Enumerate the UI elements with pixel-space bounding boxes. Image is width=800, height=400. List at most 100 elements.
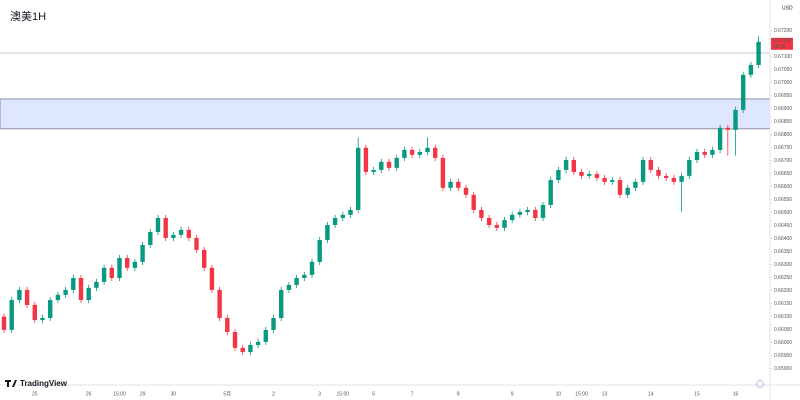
- candle-body: [17, 289, 22, 301]
- candle-body: [125, 257, 130, 268]
- candle-body: [271, 317, 276, 330]
- candle-body: [279, 289, 284, 318]
- candle-body: [286, 284, 292, 290]
- y-tick-label: 0.66750: [774, 145, 792, 151]
- candle-body: [94, 281, 99, 288]
- settings-icon[interactable]: [756, 380, 764, 388]
- candle-body: [40, 317, 45, 321]
- candle-body: [186, 229, 191, 238]
- y-tick-label: 0.66250: [774, 275, 792, 281]
- candle-body: [263, 329, 268, 342]
- y-tick-label: 0.66500: [774, 210, 792, 216]
- last-price-badge: [771, 37, 793, 50]
- candle-body: [417, 151, 422, 155]
- candle-body: [640, 160, 646, 182]
- x-tick-label: 8: [457, 391, 460, 397]
- candle-body: [240, 347, 245, 353]
- candle-body: [394, 157, 399, 168]
- candle-body: [710, 149, 715, 155]
- candle-body: [494, 224, 499, 228]
- candle-body: [402, 149, 407, 158]
- candle-body: [448, 181, 453, 188]
- candle-body: [556, 169, 561, 181]
- candle-body: [748, 64, 754, 75]
- candle-body: [325, 224, 330, 241]
- axis-layer: 0.672000.671500.671000.670500.670000.669…: [32, 28, 793, 397]
- y-tick-label: 0.66550: [774, 197, 792, 203]
- candle-body: [32, 304, 37, 321]
- candle-body: [725, 127, 730, 130]
- x-tick-label: 10: [556, 391, 562, 397]
- candle-body: [671, 177, 677, 182]
- candle-body: [694, 151, 700, 161]
- candle-body: [371, 169, 376, 172]
- candle-body: [194, 237, 199, 250]
- candle-body: [741, 74, 746, 110]
- candle-body: [163, 217, 168, 238]
- candles: [1, 36, 761, 356]
- candle-body: [317, 240, 322, 262]
- x-tick-label: 5月: [223, 391, 231, 397]
- candle-body: [617, 180, 623, 195]
- y-tick-label: 0.67050: [774, 67, 792, 73]
- candle-body: [571, 160, 576, 172]
- candle-body: [517, 211, 523, 215]
- candle-body: [302, 274, 307, 278]
- y-tick-label: 0.66350: [774, 249, 792, 255]
- candle-body: [332, 217, 338, 225]
- chart-title: 澳美1H: [10, 10, 46, 23]
- candle-body: [248, 344, 253, 353]
- candle-body: [209, 267, 215, 290]
- candle-body: [471, 194, 476, 210]
- x-tick-label: 14: [648, 391, 654, 397]
- x-tick-label: 25: [32, 391, 38, 397]
- x-tick-label: 3: [318, 391, 321, 397]
- countdown-label: 00:26: [773, 44, 786, 50]
- candle-body: [132, 261, 138, 268]
- y-tick-label: 0.67000: [774, 80, 792, 86]
- candle-body: [756, 41, 761, 65]
- y-tick-label: 0.67100: [774, 54, 792, 60]
- candle-body: [610, 180, 615, 182]
- candle-body: [602, 177, 607, 182]
- candle-body: [55, 294, 61, 301]
- x-tick-label: 13: [602, 391, 608, 397]
- candle-body: [456, 181, 461, 188]
- x-tick-label: 29: [140, 391, 146, 397]
- candle-body: [510, 214, 515, 221]
- x-tick-label: 15:00: [337, 391, 350, 397]
- x-tick-label: 2: [272, 391, 275, 397]
- candle-body: [24, 289, 30, 305]
- candle-body: [63, 289, 68, 295]
- candle-body: [171, 234, 176, 238]
- y-tick-label: 0.65900: [774, 366, 792, 372]
- candle-body: [664, 175, 669, 178]
- candle-body: [563, 160, 569, 170]
- candle-body: [594, 174, 600, 178]
- candle-body: [309, 261, 315, 275]
- candle-body: [225, 317, 230, 333]
- currency-label: USD: [782, 5, 793, 11]
- candle-body: [433, 147, 438, 158]
- candle-body: [486, 217, 492, 225]
- candle-body: [117, 257, 122, 278]
- candle-body: [217, 289, 222, 318]
- candle-body: [294, 277, 299, 285]
- candle-body: [440, 157, 446, 188]
- candle-body: [679, 175, 684, 182]
- candle-body: [9, 300, 14, 330]
- y-tick-label: 0.66650: [774, 171, 792, 177]
- candle-body: [648, 160, 653, 170]
- y-tick-label: 0.66800: [774, 132, 792, 138]
- candle-body: [348, 209, 353, 215]
- candle-body: [86, 287, 91, 301]
- candle-body: [625, 187, 630, 195]
- candle-body: [71, 277, 76, 290]
- candle-body: [656, 169, 661, 176]
- candle-body: [540, 204, 546, 218]
- zone-layer: [0, 52, 771, 130]
- x-tick-label: 9: [511, 391, 514, 397]
- price-zone: [0, 98, 771, 130]
- last-price-label: 0.67158: [773, 38, 791, 44]
- candle-body: [479, 209, 484, 218]
